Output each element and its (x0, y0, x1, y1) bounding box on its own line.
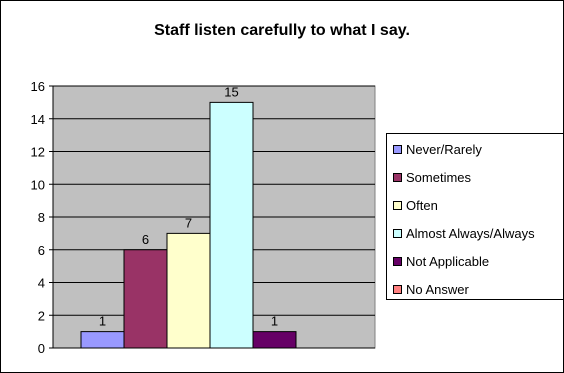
legend-item: Often (393, 196, 438, 214)
legend-label: Often (406, 197, 438, 213)
chart-title: Staff listen carefully to what I say. (154, 22, 410, 39)
y-tick-label: 10 (31, 177, 45, 192)
data-label: 15 (224, 84, 238, 99)
bar-not-applicable (252, 331, 297, 349)
bar-almost-always-always (209, 101, 254, 349)
legend-item: Almost Always/Always (393, 224, 535, 242)
legend-item: Not Applicable (393, 252, 489, 270)
legend: Never/Rarely Sometimes Often Almost Always/… (386, 133, 564, 300)
legend-swatch (393, 200, 402, 210)
data-label: 1 (99, 314, 106, 329)
data-label: 6 (142, 232, 149, 247)
legend-label: Not Applicable (406, 253, 490, 269)
legend-swatch (393, 144, 402, 154)
data-label: 7 (185, 215, 192, 230)
y-tick-label: 0 (38, 341, 45, 356)
legend-label: Never/Rarely (406, 141, 482, 157)
y-tick-label: 6 (38, 243, 45, 258)
legend-label: Almost Always/Always (406, 225, 535, 241)
y-tick-label: 12 (31, 145, 45, 160)
legend-item: Sometimes (393, 168, 471, 186)
legend-swatch (393, 172, 402, 182)
data-label: 1 (271, 314, 278, 329)
legend-label: No Answer (406, 281, 469, 297)
legend-item: No Answer (393, 280, 469, 298)
bar-never-rarely (80, 331, 125, 349)
legend-swatch (393, 228, 402, 238)
bar-often (166, 232, 211, 349)
bar-sometimes (123, 249, 168, 349)
legend-label: Sometimes (406, 169, 472, 185)
y-tick-label: 16 (31, 79, 45, 94)
y-tick-label: 14 (31, 112, 45, 127)
legend-swatch (393, 284, 402, 294)
y-tick-label: 2 (38, 308, 45, 323)
y-tick-label: 8 (38, 210, 45, 225)
legend-swatch (393, 256, 402, 266)
y-tick-label: 4 (38, 276, 45, 291)
legend-item: Never/Rarely (393, 140, 482, 158)
